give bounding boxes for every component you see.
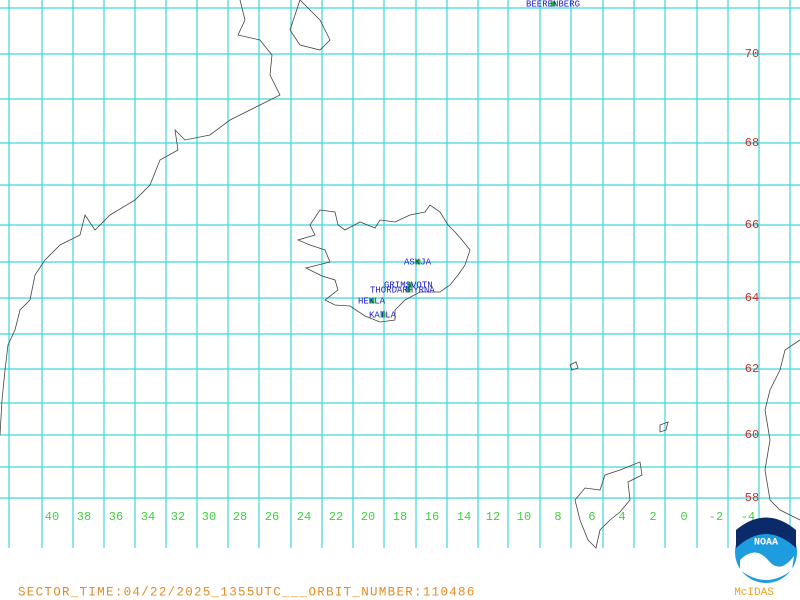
lon-label: 36 [109, 510, 123, 524]
jan-mayen-coast [289, 0, 331, 51]
greenland-coast [0, 0, 281, 436]
lon-label: 22 [329, 510, 343, 524]
volcano-name: ASKJA [404, 257, 432, 267]
sector-footer: SECTOR_TIME:04/22/2025_1355UTC___ORBIT_N… [18, 585, 476, 599]
volcano-marker [380, 312, 386, 318]
lon-label: 30 [202, 510, 216, 524]
volcano-marker [369, 298, 375, 304]
lon-label: 26 [265, 510, 279, 524]
lon-label: 0 [680, 510, 687, 524]
lon-label: 12 [486, 510, 500, 524]
volcano-name: GRIMSVOTN [384, 280, 433, 290]
lon-label: 38 [77, 510, 91, 524]
shetland-coast [659, 421, 669, 433]
lat-label: 64 [745, 291, 759, 305]
lon-label: 6 [588, 510, 595, 524]
lon-label: 10 [517, 510, 531, 524]
lon-label: 2 [649, 510, 656, 524]
logo-top [736, 517, 796, 548]
volcano-marker [405, 287, 411, 293]
lon-label: 40 [45, 510, 59, 524]
logo-wave [740, 552, 794, 580]
lon-label: 4 [618, 510, 625, 524]
volcano-marker [550, 1, 556, 7]
logo-caption: McIDAS [734, 587, 774, 599]
lon-label: 8 [554, 510, 561, 524]
logo-name: NOAA [754, 538, 778, 549]
noaa-logo: NOAA McIDAS [734, 517, 797, 599]
lat-label: 60 [745, 428, 759, 442]
volcano-name: THORDARHYRNA [370, 285, 435, 295]
volcano-name: BEERENBERG [526, 0, 580, 9]
lon-label: 34 [141, 510, 155, 524]
lat-label: 62 [745, 362, 759, 376]
volcano-name: KATLA [369, 310, 397, 320]
scotland-norway-coast [574, 339, 800, 549]
lon-label: 16 [425, 510, 439, 524]
faroe-coast [569, 361, 579, 371]
lon-label: 24 [297, 510, 311, 524]
volcano-name: HEKLA [358, 296, 386, 306]
lon-label: 18 [393, 510, 407, 524]
graticule [0, 0, 800, 548]
lon-label: 14 [457, 510, 471, 524]
iceland-coast [296, 204, 471, 323]
volcano-marker [415, 259, 421, 265]
volcano-marker [407, 282, 413, 288]
lat-label: 58 [745, 491, 759, 505]
lat-label: 70 [745, 47, 759, 61]
lat-label: 66 [745, 218, 759, 232]
lon-label: 32 [171, 510, 185, 524]
lat-label: 68 [745, 136, 759, 150]
lon-label: -2 [709, 510, 723, 524]
lon-label: 20 [361, 510, 375, 524]
lon-label: 28 [233, 510, 247, 524]
coastlines [0, 0, 800, 549]
